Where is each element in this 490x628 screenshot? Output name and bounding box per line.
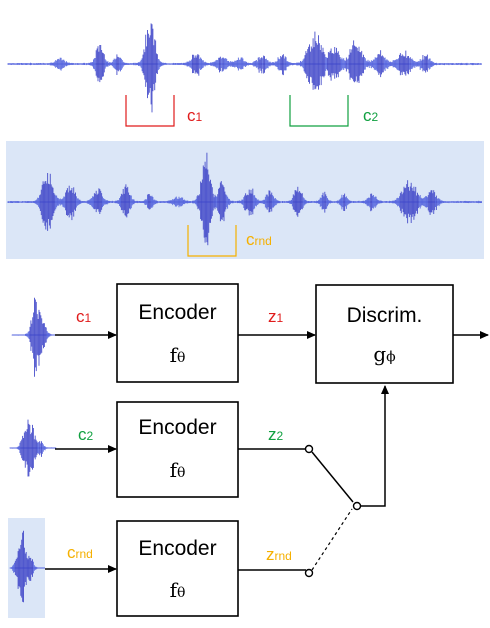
discriminator-function: gϕ [373,342,395,366]
encoder-1-title: Encoder [138,301,216,324]
encoder-1-box [116,283,239,383]
wire-switch-to-discriminator [360,385,389,507]
chunk-c2-waveform-icon [9,419,57,477]
chunk-crnd-label: crnd [246,230,272,249]
switch-arm-zrnd-dashed [311,508,353,571]
encoder-1-function: fθ [170,343,186,367]
encoder-3-box [116,520,239,617]
encoder-3-function: fθ [170,578,186,602]
switch-contact-zrnd [304,568,314,578]
encoder-2-box [116,401,239,498]
input-label-c2: c2 [78,425,94,444]
chunk-c2-label: c2 [363,106,379,125]
chunk-crnd-bracket [187,225,237,257]
encoder-3-title: Encoder [138,537,216,560]
chunk-c1-bracket [125,95,175,127]
input-label-crnd: crnd [67,543,93,562]
chunk-c1-waveform-icon [11,297,56,377]
chunk-c1-label: c1 [187,106,203,125]
encoder-2-function: fθ [170,458,186,482]
output-label-z1: z1 [268,307,284,326]
output-label-zrnd: zrnd [266,545,292,564]
encoder-2-title: Encoder [138,416,216,439]
waveform-mid [7,152,482,246]
discriminator-box [315,284,454,384]
switch-contact-z2 [304,444,314,454]
discriminator-title: Discrim. [347,304,423,327]
chunk-c2-bracket [289,95,349,127]
waveform-top [7,23,482,113]
output-label-z2: z2 [268,425,284,444]
switch-pivot [352,501,362,511]
input-label-c1: c1 [76,307,92,326]
chunk-crnd-waveform-icon [9,530,45,603]
switch-arm-z2 [311,451,354,503]
